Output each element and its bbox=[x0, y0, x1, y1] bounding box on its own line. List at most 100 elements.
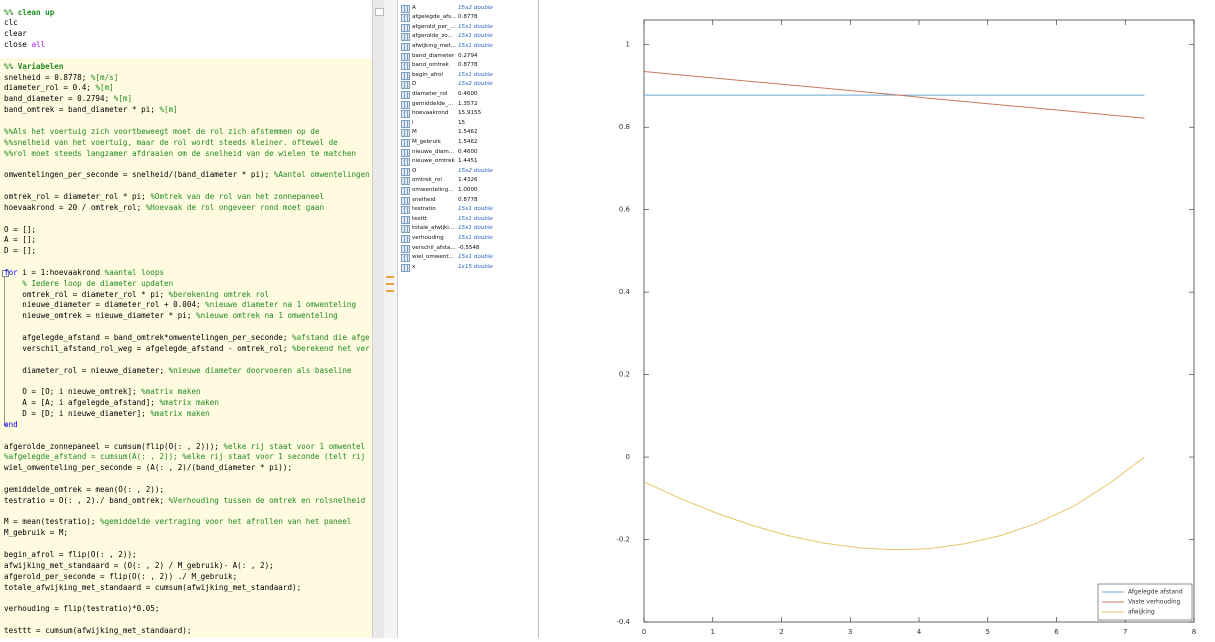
variable-name: afgelegde_afs... bbox=[412, 14, 456, 20]
code-line: clear bbox=[4, 29, 27, 38]
code-line: A = []; bbox=[4, 235, 36, 244]
variable-value: 0.8778 bbox=[458, 14, 478, 20]
code-comment: %Hoevaak de rol ongeveer rond moet gaan bbox=[146, 203, 324, 212]
code-line: testtt = cumsum(afwijking_met_standaard)… bbox=[4, 626, 191, 635]
variable-icon bbox=[401, 53, 410, 61]
y-tick-label: -0.2 bbox=[616, 536, 630, 544]
code-line: afgerolde_zonnepaneel = cumsum(flip(O(: … bbox=[4, 442, 365, 451]
message-gutter bbox=[384, 0, 397, 638]
variable-value: 15x1 double bbox=[458, 33, 493, 39]
code-comment: %Verhouding tussen de omtrek en rolsnelh… bbox=[169, 496, 366, 505]
variable-name: wiel_omwent... bbox=[412, 254, 454, 260]
y-tick-label: 1 bbox=[626, 41, 630, 49]
warning-mark[interactable] bbox=[386, 283, 394, 285]
variable-icon bbox=[401, 14, 410, 22]
code-line: %%Als het voertuig zich voortbeweegt moe… bbox=[4, 127, 319, 136]
x-tick-label: 1 bbox=[711, 628, 715, 636]
code-line: totale_afwijking_met_standaard = cumsum(… bbox=[4, 583, 301, 592]
variable-icon bbox=[401, 177, 410, 185]
code-token: testratio = O(: , 2)./ band_omtrek; bbox=[4, 496, 169, 505]
code-comment: %afstand die afge bbox=[292, 333, 370, 342]
code-token: wiel_omwenteling_per_seconde = (A(: , 2)… bbox=[4, 463, 292, 472]
variable-icon bbox=[401, 72, 410, 80]
variable-icon bbox=[401, 206, 410, 214]
code-line: O = [O; i nieuwe_omtrek]; %matrix maken bbox=[4, 387, 201, 396]
code-line: testratio = O(: , 2)./ band_omtrek; %Ver… bbox=[4, 496, 365, 505]
variable-icon bbox=[401, 187, 410, 195]
code-token: M_gebruik = M; bbox=[4, 528, 68, 537]
code-token: close bbox=[4, 40, 31, 49]
scroll-arrow[interactable] bbox=[375, 8, 384, 16]
variable-value: 0.2794 bbox=[458, 53, 478, 59]
warning-mark[interactable] bbox=[386, 276, 394, 278]
code-token: all bbox=[31, 40, 45, 49]
code-comment: %nieuwe diameter doorvoeren als baseline bbox=[169, 366, 352, 375]
variable-name: x bbox=[412, 264, 415, 270]
x-tick-label: 5 bbox=[986, 628, 990, 636]
variable-name: verschil_afsta... bbox=[412, 245, 456, 251]
variable-name: verhouding bbox=[412, 235, 444, 241]
code-line: %%snelheid van het voertuig, maar de rol… bbox=[4, 138, 338, 147]
variable-value: 0.8778 bbox=[458, 197, 478, 203]
variable-name: D bbox=[412, 81, 416, 87]
variable-icon bbox=[401, 197, 410, 205]
variable-value: 0.4600 bbox=[458, 149, 478, 155]
variable-icon bbox=[401, 129, 410, 137]
code-comment: % Iedere loop de diameter updaten bbox=[22, 279, 173, 288]
code-line: nieuwe_diameter = diameter_rol + 0.004; … bbox=[4, 300, 356, 309]
code-line: D = []; bbox=[4, 246, 36, 255]
variable-icon bbox=[401, 168, 410, 176]
variable-value: 15x1 double bbox=[458, 43, 493, 49]
variable-icon bbox=[401, 120, 410, 128]
code-comment: %[m] bbox=[114, 94, 132, 103]
legend-label: Afgelegde afstand bbox=[1128, 589, 1183, 596]
code-token: totale_afwijking_met_standaard = cumsum(… bbox=[4, 583, 301, 592]
code-line: hoevaakrond = 20 / omtrek_rol; %Hoevaak … bbox=[4, 203, 324, 212]
variable-name: diameter_rol bbox=[412, 91, 447, 97]
code-line: %% Variabelen bbox=[4, 62, 63, 71]
y-tick-label: -0.4 bbox=[616, 618, 630, 626]
variable-value: -0.5548 bbox=[458, 245, 480, 251]
code-token: end bbox=[4, 420, 18, 429]
matlab-window: {"editor": {"lines": [ {"section": "%% c… bbox=[0, 0, 1215, 638]
variable-name: M bbox=[412, 129, 417, 135]
variable-name: band_omtrek bbox=[412, 62, 449, 68]
x-tick-label: 3 bbox=[848, 628, 852, 636]
y-tick-label: 0 bbox=[626, 453, 630, 461]
warning-mark[interactable] bbox=[386, 290, 394, 292]
variable-name: gemiddelde_... bbox=[412, 101, 453, 107]
code-line: omtrek_rol = diameter_rol * pi; %bereken… bbox=[4, 290, 269, 299]
variable-value: 15x1 double bbox=[458, 254, 493, 260]
variable-icon bbox=[401, 81, 410, 89]
code-comment: %[m] bbox=[159, 105, 177, 114]
variable-name: nieuwe_omtrek bbox=[412, 158, 455, 164]
variable-value: 15x1 double bbox=[458, 235, 493, 241]
code-token: O = []; bbox=[4, 225, 36, 234]
chart: -0.4-0.200.20.40.60.81012345678Afgelegde… bbox=[539, 0, 1215, 638]
y-tick-label: 0.2 bbox=[619, 371, 630, 379]
variable-icon bbox=[401, 5, 410, 13]
variable-name: snelheid bbox=[412, 197, 436, 203]
code-line: afwijking_met_standaard = (O(: , 2) / M_… bbox=[4, 561, 274, 570]
code-comment: %matrix maken bbox=[159, 398, 218, 407]
variable-name: A bbox=[412, 5, 416, 11]
code-token: begin_afrol = flip(O(: , 2)); bbox=[4, 550, 137, 559]
code-line: afgelegde_afstand = band_omtrek*omwentel… bbox=[4, 333, 370, 342]
code-line: omtrek_rol = diameter_rol * pi; %Omtrek … bbox=[4, 192, 324, 201]
code-token: O = [O; i nieuwe_omtrek]; bbox=[4, 387, 141, 396]
variable-value: 15x2 double bbox=[458, 81, 493, 87]
variable-icon bbox=[401, 245, 410, 253]
legend-label: Vaste verhouding bbox=[1128, 599, 1181, 606]
code-token: band_diameter = 0.2794; bbox=[4, 94, 114, 103]
variable-icon bbox=[401, 110, 410, 118]
code-line: band_omtrek = band_diameter * pi; %[m] bbox=[4, 105, 178, 114]
code-token: band_omtrek = band_diameter * pi; bbox=[4, 105, 159, 114]
code-comment: %[m] bbox=[95, 83, 113, 92]
code-line: % Iedere loop de diameter updaten bbox=[4, 279, 173, 288]
variable-value: 15x1 double bbox=[458, 216, 493, 222]
x-tick-label: 7 bbox=[1123, 628, 1127, 636]
code-line: begin_afrol = flip(O(: , 2)); bbox=[4, 550, 137, 559]
x-tick-label: 6 bbox=[1054, 628, 1059, 636]
variable-name: afgerold_per_... bbox=[412, 24, 455, 30]
